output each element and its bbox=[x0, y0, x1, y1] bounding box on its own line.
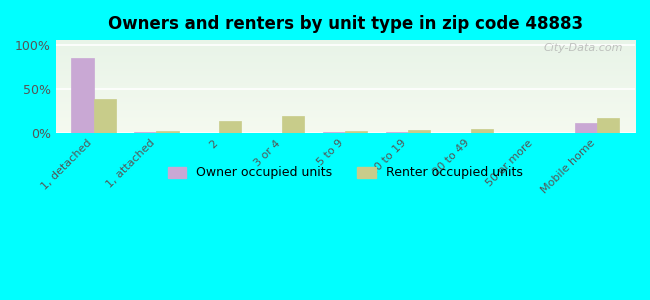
Bar bbox=[597, 118, 619, 133]
Legend: Owner occupied units, Renter occupied units: Owner occupied units, Renter occupied un… bbox=[162, 161, 528, 184]
Bar bbox=[471, 129, 493, 133]
Bar bbox=[386, 132, 408, 133]
Bar bbox=[135, 132, 157, 133]
Bar bbox=[345, 131, 367, 133]
Bar bbox=[408, 130, 430, 133]
Bar bbox=[575, 123, 597, 133]
Bar bbox=[72, 58, 94, 133]
Bar bbox=[94, 99, 116, 133]
Bar bbox=[157, 131, 179, 133]
Bar bbox=[220, 121, 242, 133]
Bar bbox=[282, 116, 304, 133]
Bar bbox=[323, 132, 345, 133]
Title: Owners and renters by unit type in zip code 48883: Owners and renters by unit type in zip c… bbox=[108, 15, 583, 33]
Text: City-Data.com: City-Data.com bbox=[544, 43, 623, 53]
